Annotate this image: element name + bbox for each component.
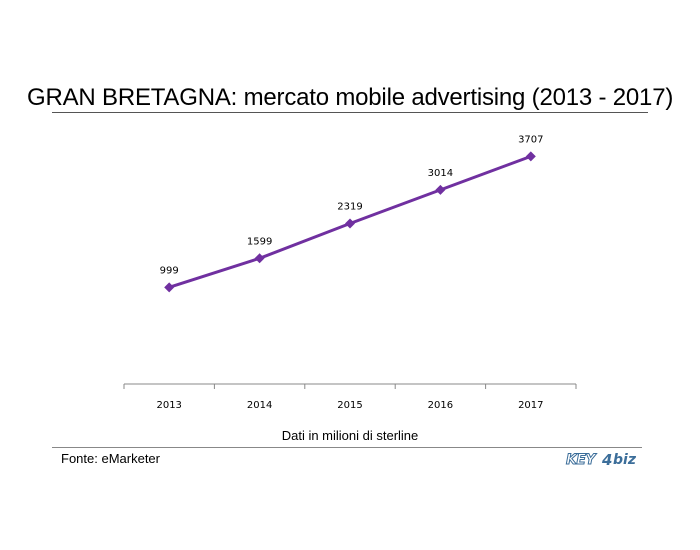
source-note: Fonte: eMarketer — [61, 451, 160, 466]
x-tick-label: 2016 — [428, 400, 453, 411]
data-label: 3707 — [518, 134, 543, 145]
x-tick-label: 2014 — [247, 400, 272, 411]
title-divider — [52, 112, 648, 113]
x-axis: 2013 2014 2015 2016 2017 — [123, 383, 577, 411]
line-chart: 2013 2014 2015 2016 2017 999 1599 2319 3014 3707 — [123, 134, 577, 411]
chart-title: GRAN BRETAGNA: mercato mobile advertisin… — [27, 84, 674, 111]
data-label-layer: 999 1599 2319 3014 3707 — [160, 134, 544, 276]
x-tick-label: 2015 — [337, 400, 362, 411]
logo-biz-text: biz — [613, 452, 636, 468]
data-label: 1599 — [247, 236, 272, 247]
logo-four-text: 4 — [602, 451, 613, 469]
data-point — [164, 282, 175, 293]
data-point — [345, 218, 355, 229]
data-label: 3014 — [428, 168, 453, 179]
data-label: 999 — [160, 265, 179, 276]
data-point — [254, 253, 265, 264]
footer-divider — [52, 447, 642, 448]
data-point — [435, 184, 446, 195]
logo-key-text: KEY — [565, 452, 596, 469]
x-axis-caption: Dati in milioni di sterline — [281, 428, 419, 443]
data-label: 2319 — [337, 201, 362, 212]
marker-layer — [164, 151, 536, 293]
x-tick-label: 2013 — [156, 400, 181, 411]
x-tick-label: 2017 — [518, 400, 543, 411]
data-point — [525, 151, 536, 162]
